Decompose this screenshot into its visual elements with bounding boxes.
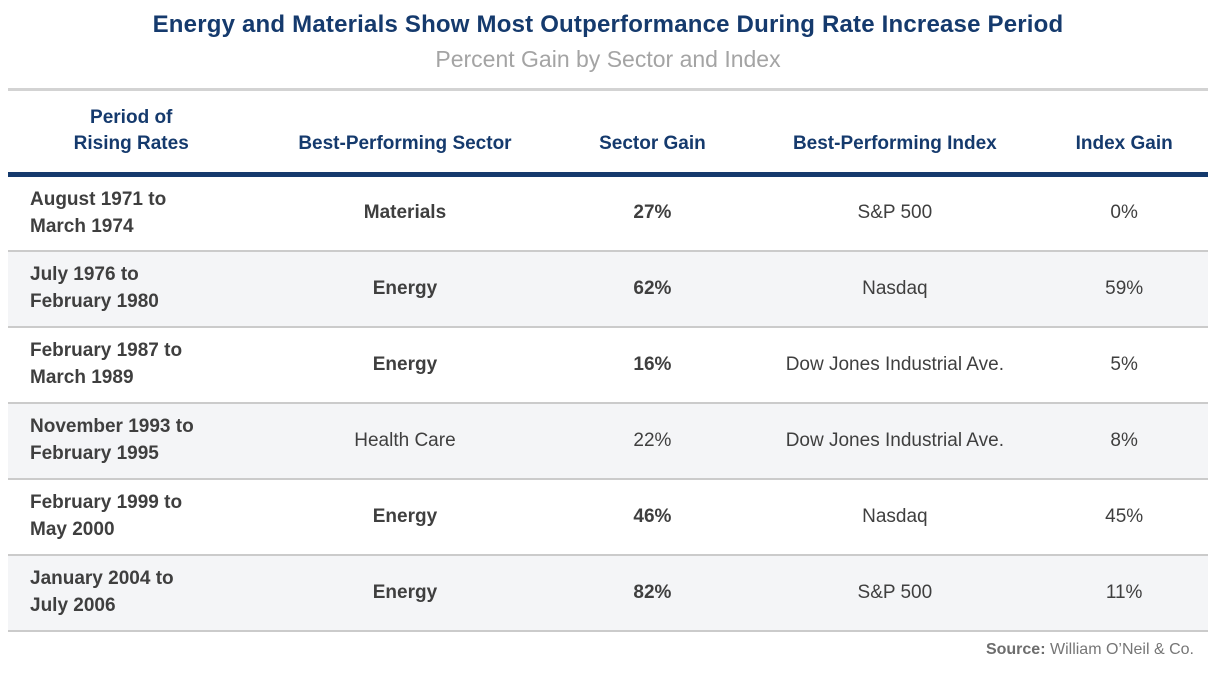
- sector-cell: Health Care: [354, 429, 456, 451]
- sector-gain-cell: 82%: [633, 581, 672, 603]
- period-line2: March 1974: [30, 215, 134, 237]
- table-row: January 2004 to July 2006 Energy 82% S&P…: [8, 554, 1208, 631]
- table-body: August 1971 to March 1974 Materials 27% …: [8, 175, 1208, 631]
- sector-cell: Energy: [372, 581, 438, 603]
- index-gain-cell: 8%: [1110, 429, 1138, 451]
- table-row: February 1999 to May 2000 Energy 46% Nas…: [8, 479, 1208, 555]
- period-line2: May 2000: [30, 518, 115, 540]
- period-cell: January 2004 to July 2006: [8, 555, 254, 631]
- period-cell: August 1971 to March 1974: [8, 175, 254, 251]
- header-sector: Best-Performing Sector: [298, 133, 512, 155]
- index-gain-cell: 0%: [1110, 202, 1138, 224]
- index-gain-cell: 11%: [1105, 581, 1143, 603]
- header-sector-gain: Sector Gain: [599, 133, 706, 155]
- index-cell: Dow Jones Industrial Ave.: [785, 429, 1004, 451]
- sector-gain-cell: 16%: [633, 353, 672, 375]
- header-period: Period of Rising Rates: [8, 91, 254, 175]
- table-row: November 1993 to February 1995 Health Ca…: [8, 402, 1208, 479]
- sector-cell: Energy: [372, 353, 438, 375]
- sector-cell: Materials: [363, 202, 447, 224]
- divider-top: [8, 88, 1208, 91]
- header-index: Best-Performing Index: [792, 133, 997, 155]
- period-line1: February 1987 to: [30, 340, 183, 362]
- table-header: Period of Rising Rates Best-Performing S…: [8, 91, 1208, 175]
- period-line2: March 1989: [30, 366, 134, 388]
- header-period-line1: Period of: [90, 107, 173, 128]
- index-gain-cell: 5%: [1110, 353, 1138, 375]
- sector-gain-cell: 62%: [633, 277, 672, 299]
- table-row: February 1987 to March 1989 Energy 16% D…: [8, 327, 1208, 403]
- period-line1: July 1976 to: [30, 264, 139, 286]
- table-row: July 1976 to February 1980 Energy 62% Na…: [8, 250, 1208, 327]
- sector-cell: Energy: [372, 277, 438, 299]
- index-gain-cell: 45%: [1105, 505, 1144, 527]
- source-text: William O’Neil & Co.: [1045, 640, 1194, 658]
- sector-gain-cell: 27%: [633, 202, 672, 224]
- sector-cell: Energy: [372, 505, 438, 527]
- period-cell: July 1976 to February 1980: [8, 251, 254, 327]
- index-cell: Nasdaq: [862, 277, 928, 299]
- header-period-line2: Rising Rates: [73, 133, 189, 155]
- index-gain-cell: 59%: [1105, 277, 1144, 299]
- period-cell: November 1993 to February 1995: [8, 403, 254, 479]
- table-row: August 1971 to March 1974 Materials 27% …: [8, 175, 1208, 251]
- index-cell: S&P 500: [857, 202, 933, 224]
- period-line2: February 1995: [30, 442, 159, 464]
- header-index-gain: Index Gain: [1075, 133, 1173, 155]
- source-label: Source:: [985, 640, 1046, 658]
- period-line2: February 1980: [30, 290, 159, 312]
- period-cell: February 1999 to May 2000: [8, 479, 254, 555]
- period-line2: July 2006: [30, 594, 116, 616]
- index-cell: S&P 500: [857, 581, 933, 603]
- period-line1: January 2004 to: [30, 568, 174, 590]
- page-title: Energy and Materials Show Most Outperfor…: [152, 11, 1064, 38]
- index-cell: Nasdaq: [862, 505, 928, 527]
- sector-gain-cell: 22%: [633, 429, 672, 451]
- period-line1: August 1971 to: [30, 189, 167, 211]
- source-attribution: Source: William O’Neil & Co.: [0, 632, 1216, 659]
- page-subtitle: Percent Gain by Sector and Index: [435, 46, 781, 72]
- period-line1: February 1999 to: [30, 492, 183, 514]
- sector-gain-cell: 46%: [633, 505, 672, 527]
- period-cell: February 1987 to March 1989: [8, 327, 254, 403]
- index-cell: Dow Jones Industrial Ave.: [785, 353, 1004, 375]
- performance-table: Period of Rising Rates Best-Performing S…: [8, 91, 1208, 632]
- period-line1: November 1993 to: [30, 416, 194, 438]
